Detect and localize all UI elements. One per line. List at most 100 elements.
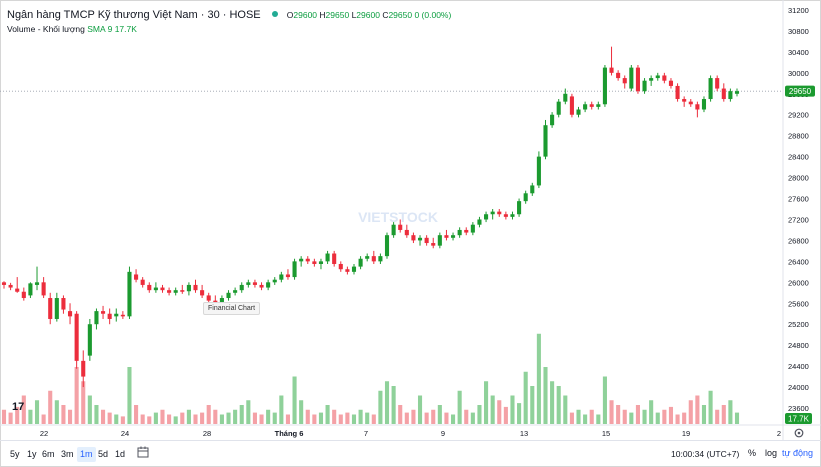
ohlc-values: O29600 H29650 L29600 C29650 0 (0.00%) <box>286 10 452 20</box>
candle-body <box>345 269 350 272</box>
candle-body <box>404 229 409 236</box>
candle-body <box>41 282 46 296</box>
volume-legend: Volume - Khối lượng SMA 9 17.7K <box>7 24 137 35</box>
candle-body <box>325 253 330 262</box>
time-tick-label: Tháng 6 <box>275 429 304 438</box>
candle-body <box>94 311 99 325</box>
volume-label: Volume - Khối lượng <box>7 24 85 34</box>
volume-bar <box>734 412 740 424</box>
candle-body <box>8 284 13 288</box>
time-tick-label: 7 <box>364 429 368 438</box>
volume-bar <box>246 400 251 424</box>
candle-body <box>107 313 112 319</box>
volume-bar <box>675 414 680 424</box>
price-tick-label: 24400 <box>788 362 809 371</box>
candle-body <box>635 67 640 92</box>
range-1d[interactable]: 1d <box>115 449 126 459</box>
candle-body <box>490 211 495 215</box>
range-3m[interactable]: 3m <box>61 449 74 459</box>
volume-bar <box>563 395 568 424</box>
volume-bar <box>67 409 73 424</box>
sma-value: 17.7K <box>114 24 137 34</box>
candle-body <box>662 75 667 81</box>
volume-bar <box>477 405 482 424</box>
range-5y[interactable]: 5y <box>10 449 20 459</box>
price-tick-label: 31200 <box>788 6 809 15</box>
candle-body <box>365 256 370 259</box>
price-chart[interactable]: VIETSTOCK 312003080030400300002960029200… <box>0 0 821 440</box>
volume-bar <box>312 414 317 424</box>
volume-bar <box>167 414 172 424</box>
volume-bar <box>530 386 535 424</box>
range-5d[interactable]: 5d <box>98 449 109 459</box>
candle-body <box>120 314 125 317</box>
volume-bars <box>1 333 740 424</box>
volume-bar <box>629 412 634 424</box>
price-tick-label: 24000 <box>788 383 809 392</box>
volume-bar <box>378 390 383 424</box>
volume-bar <box>622 409 627 424</box>
volume-bar <box>398 405 403 424</box>
volume-bar <box>556 386 561 424</box>
settings-gear-icon[interactable] <box>794 428 804 438</box>
volume-bar <box>649 400 654 424</box>
candle-body <box>292 261 297 278</box>
volume-bar <box>219 414 224 424</box>
candle-body <box>563 93 568 102</box>
volume-bar <box>715 409 720 424</box>
watermark: VIETSTOCK <box>358 209 438 225</box>
volume-bar <box>127 367 132 424</box>
volume-bar <box>635 405 640 424</box>
volume-bar <box>54 400 59 424</box>
candle-body <box>332 253 337 264</box>
volume-bar <box>609 400 614 424</box>
price-tick-label: 29200 <box>788 111 809 120</box>
volume-bar <box>371 414 376 424</box>
candle-body <box>695 104 700 110</box>
volume-bar <box>114 414 119 424</box>
candle-body <box>239 284 244 291</box>
candle-body <box>450 235 456 238</box>
calendar-icon[interactable] <box>137 446 149 458</box>
volume-bar <box>728 400 733 424</box>
candle-body <box>180 290 185 292</box>
volume-bar <box>503 406 508 424</box>
percent-toggle[interactable]: % <box>748 448 757 458</box>
candle-body <box>206 295 211 301</box>
candle-body <box>186 284 191 292</box>
volume-bar <box>404 412 409 424</box>
volume-sma-badge <box>785 413 812 424</box>
volume-bar <box>536 333 541 424</box>
candle-body <box>81 360 86 377</box>
chart-legend: Ngân hàng TMCP Kỹ thương Việt Nam · 30 ·… <box>7 8 451 22</box>
price-tick-label: 25600 <box>788 299 809 308</box>
volume-bar <box>569 412 574 424</box>
candle-body <box>87 324 92 356</box>
candle-body <box>616 72 621 79</box>
range-6m[interactable]: 6m <box>42 449 55 459</box>
candle-body <box>464 229 469 233</box>
candle-body <box>721 88 726 100</box>
candle-body <box>530 185 535 194</box>
volume-bar <box>365 412 370 424</box>
range-1m[interactable]: 1m <box>77 447 96 462</box>
time-tick-label: 13 <box>520 429 528 438</box>
tradingview-logo-icon[interactable]: 17 <box>12 401 25 413</box>
log-toggle[interactable]: log <box>765 448 778 458</box>
candle-body <box>583 104 588 110</box>
volume-bar <box>510 395 515 424</box>
candle-body <box>21 291 26 299</box>
volume-bar <box>701 405 707 424</box>
volume-bar <box>450 414 456 424</box>
volume-bar <box>589 409 594 424</box>
candle-body <box>417 237 423 241</box>
volume-bar <box>490 395 495 424</box>
auto-scale-toggle[interactable]: tự động <box>782 448 814 458</box>
candle-body <box>668 80 674 86</box>
range-1y[interactable]: 1y <box>27 449 37 459</box>
volume-bar <box>484 381 489 424</box>
volume-bar <box>391 386 396 424</box>
clock-timezone[interactable]: 10:00:34 (UTC+7) <box>671 449 740 459</box>
candle-body <box>338 263 343 270</box>
price-axis: 3120030800304003000029600292002880028400… <box>788 6 809 413</box>
